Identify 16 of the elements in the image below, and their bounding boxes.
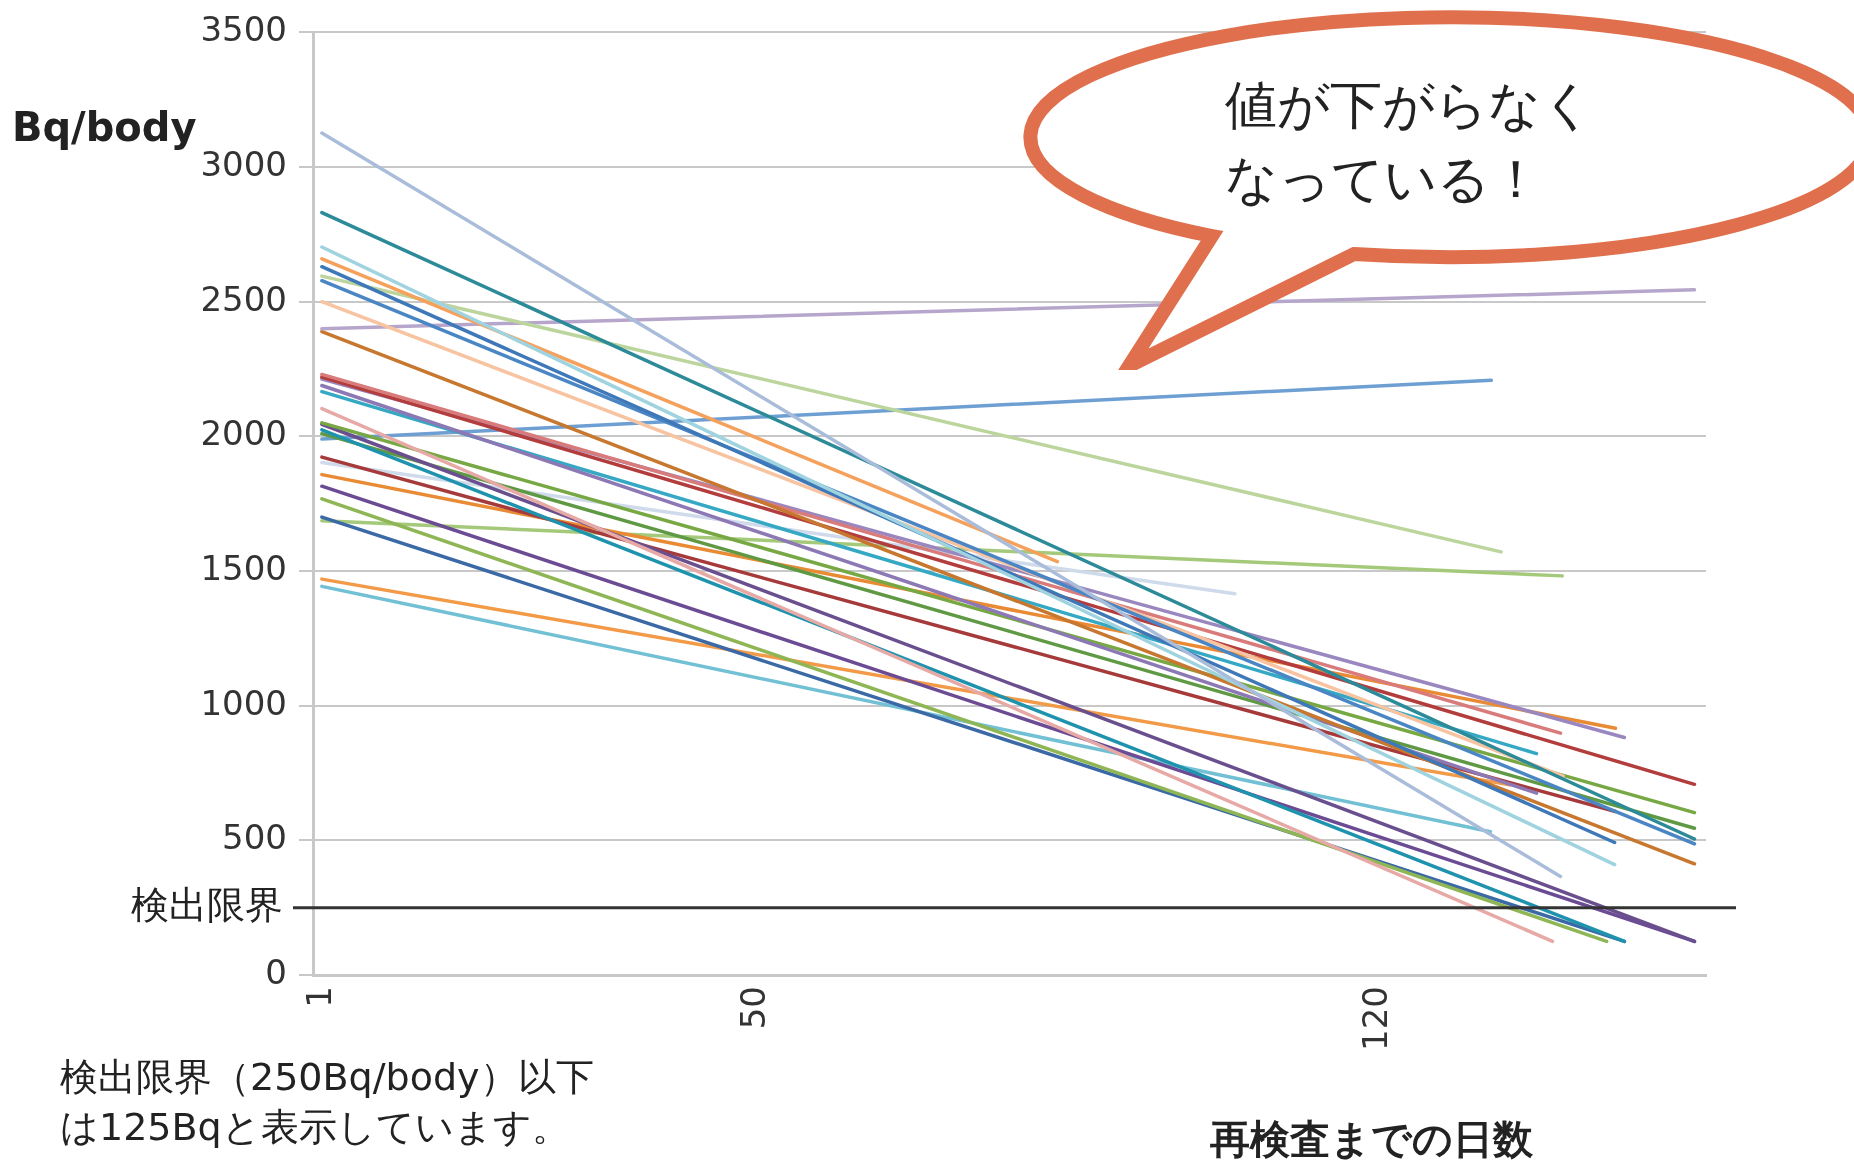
y-axis-title: Bq/body [12, 104, 197, 150]
text: 検出限界（250Bq/body）以下は125Bqと表示しています。 [60, 1054, 595, 1151]
x-tick-label: 120 [1354, 986, 1395, 1051]
y-tick-label: 2500 [200, 278, 287, 319]
y-tick-label: 500 [222, 817, 287, 858]
x-tick-label: 1 [298, 986, 339, 1008]
y-tick-label: 0 [265, 951, 287, 992]
x-axis-title: 再検査までの日数 [1210, 1115, 1533, 1162]
y-tick-label: 3000 [200, 143, 287, 184]
y-tick-label: 1000 [200, 682, 287, 723]
y-tick-label: 2000 [200, 413, 287, 454]
y-tick-label: 3500 [200, 9, 287, 50]
ref-line-label: 検出限界 [131, 882, 283, 927]
y-tick-label: 1500 [200, 547, 287, 588]
annotation: 値が下がらなくなっている！ [1225, 74, 1595, 211]
x-tick-label: 50 [733, 986, 774, 1030]
